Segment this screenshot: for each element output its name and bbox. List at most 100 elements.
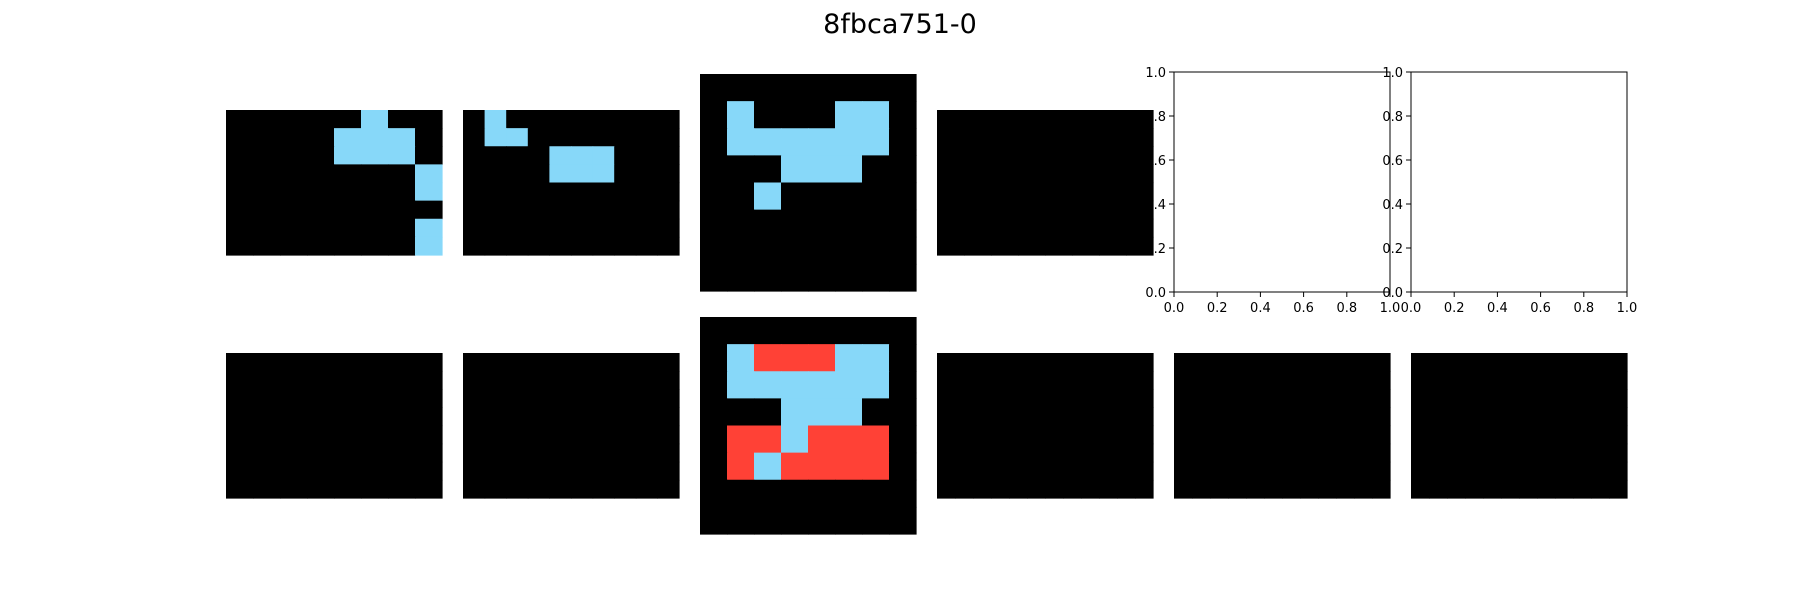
grid-cell xyxy=(862,101,890,129)
grid-cell xyxy=(388,425,416,445)
grid-cell xyxy=(527,110,550,129)
grid-cell xyxy=(937,353,956,372)
grid-cell xyxy=(1591,461,1610,481)
grid-cell xyxy=(463,110,486,129)
grid-cell xyxy=(937,371,956,390)
grid-cell xyxy=(592,164,615,184)
grid-cell xyxy=(1609,353,1628,372)
grid-cell xyxy=(1045,182,1073,202)
grid-cell xyxy=(635,218,658,238)
grid-cell xyxy=(835,317,863,345)
grid-cell xyxy=(1573,425,1592,445)
grid-cell xyxy=(1264,425,1283,445)
grid-cell xyxy=(973,389,992,408)
grid-cell xyxy=(781,506,809,535)
grid-cell xyxy=(964,182,992,202)
grid-cell xyxy=(1210,353,1229,372)
grid-cell xyxy=(549,164,572,184)
grid-cell xyxy=(388,371,416,390)
grid-cell xyxy=(280,146,308,165)
grid-cell xyxy=(334,389,362,408)
grid-cell xyxy=(835,182,863,211)
train-input-4 xyxy=(937,110,1154,256)
grid-cell xyxy=(835,344,863,372)
grid-cell xyxy=(592,461,615,481)
grid-cell xyxy=(1009,443,1028,463)
grid-cell xyxy=(1228,353,1247,372)
grid-cell xyxy=(991,389,1010,408)
grid-cell xyxy=(781,182,809,211)
grid-cell xyxy=(964,128,992,147)
grid-cell xyxy=(1336,371,1355,390)
grid-cell xyxy=(1009,353,1028,372)
grid-cell xyxy=(1018,146,1046,165)
grid-cell xyxy=(754,101,782,129)
grid-cell xyxy=(937,164,965,184)
grid-cell xyxy=(1537,371,1556,390)
grid-cell xyxy=(226,182,254,202)
grid-cell xyxy=(226,425,254,445)
grid-cell xyxy=(388,218,416,238)
grid-cell xyxy=(1099,146,1127,165)
grid-cell xyxy=(937,146,965,165)
grid-cell xyxy=(1591,371,1610,390)
grid-cell xyxy=(1246,353,1265,372)
grid-cell xyxy=(506,407,529,427)
grid-cell xyxy=(361,146,389,165)
grid-cell xyxy=(1117,479,1136,499)
grid-cell xyxy=(1027,443,1046,463)
grid-cell xyxy=(727,155,755,184)
grid-cell xyxy=(1264,371,1283,390)
grid-cell xyxy=(889,317,917,345)
grid-cell xyxy=(1483,479,1502,499)
grid-cell xyxy=(1009,479,1028,499)
grid-cell xyxy=(1354,407,1373,427)
grid-cell xyxy=(808,101,836,129)
grid-cell xyxy=(657,353,680,372)
grid-cell xyxy=(226,218,254,238)
grid-cell xyxy=(657,479,680,499)
grid-cell xyxy=(592,389,615,408)
grid-cell xyxy=(571,236,594,256)
grid-cell xyxy=(463,425,486,445)
grid-cell xyxy=(937,407,956,427)
grid-cell xyxy=(1501,461,1520,481)
grid-cell xyxy=(889,344,917,372)
grid-cell xyxy=(1174,425,1193,445)
grid-cell xyxy=(1018,182,1046,202)
grid-cell xyxy=(1081,407,1100,427)
grid-cell xyxy=(700,425,728,454)
grid-cell xyxy=(1429,407,1448,427)
grid-cell xyxy=(463,164,486,184)
grid-cell xyxy=(1027,425,1046,445)
grid-cell xyxy=(1465,389,1484,408)
grid-cell xyxy=(527,389,550,408)
grid-cell xyxy=(1555,443,1574,463)
grid-cell xyxy=(307,218,335,238)
grid-cell xyxy=(973,407,992,427)
grid-cell xyxy=(1210,425,1229,445)
grid-cell xyxy=(280,407,308,427)
grid-cell xyxy=(307,353,335,372)
grid-cell xyxy=(1501,407,1520,427)
grid-cell xyxy=(1045,128,1073,147)
grid-cell xyxy=(388,110,416,129)
grid-cell xyxy=(484,146,507,165)
grid-cell xyxy=(388,407,416,427)
grid-cell xyxy=(484,425,507,445)
grid-cell xyxy=(1465,371,1484,390)
grid-cell xyxy=(334,236,362,256)
grid-cell xyxy=(1447,425,1466,445)
grid-cell xyxy=(571,164,594,184)
grid-cell xyxy=(937,443,956,463)
grid-cell xyxy=(835,155,863,184)
grid-cell xyxy=(549,110,572,129)
grid-cell xyxy=(527,479,550,499)
grid-cell xyxy=(1447,443,1466,463)
grid-cell xyxy=(1135,461,1154,481)
grid-cell xyxy=(889,74,917,102)
x-tick-label: 0.8 xyxy=(1336,301,1357,316)
grid-cell xyxy=(415,236,443,256)
grid-cell xyxy=(1447,461,1466,481)
grid-cell xyxy=(549,389,572,408)
